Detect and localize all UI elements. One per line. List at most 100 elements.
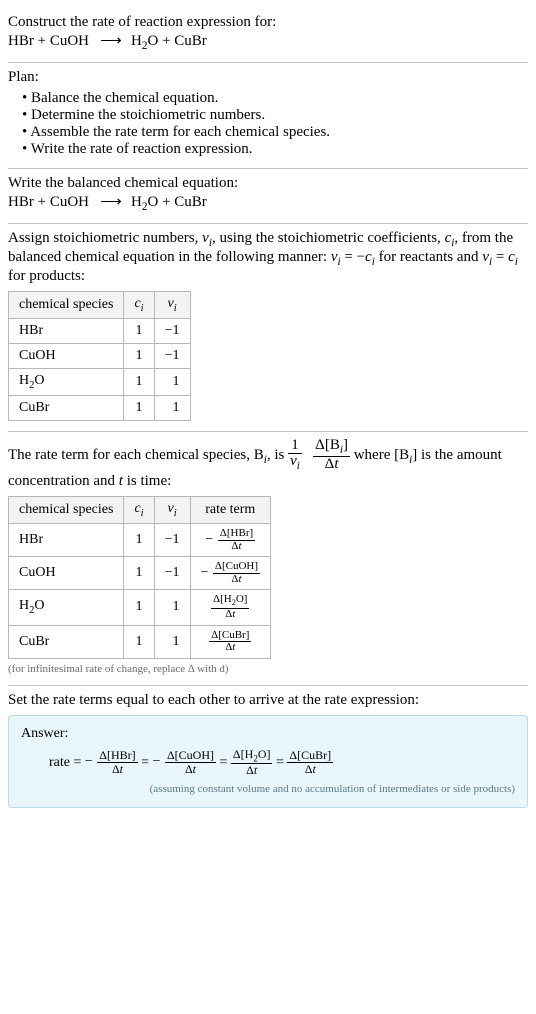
frac-1-over-vi: 1 νi [288,438,302,474]
table-row: HBr 1 −1 − Δ[HBr]Δt [9,523,271,556]
th-rate-term: rate term [190,497,271,524]
frac: Δ[HBr]Δt [218,528,255,552]
intro-rhs-b: CuBr [174,33,207,49]
table-row: H2O 1 1 Δ[H2O]Δt [9,590,271,625]
intro-prompt: Construct the rate of reaction expressio… [8,14,528,31]
arrow-icon: ⟶ [100,33,120,49]
td-vi: −1 [154,318,190,343]
bal-rhs-b: CuBr [174,194,207,210]
table-header-row: chemical species ci νi [9,292,191,319]
td-vi: −1 [154,523,190,556]
td-ci: 1 [124,523,154,556]
td-vi: −1 [154,557,190,590]
td-vi: 1 [154,395,190,420]
th-species: chemical species [9,497,124,524]
table-header-row: chemical species ci νi rate term [9,497,271,524]
td-species: HBr [9,318,124,343]
frac-dBi-dt: Δ[Bi] Δt [313,438,350,474]
frac: Δ[HBr]Δt [97,749,137,775]
plan-item: Write the rate of reaction expression. [22,141,528,158]
td-vi: 1 [154,590,190,625]
answer-note: (assuming constant volume and no accumul… [21,783,515,795]
spacer [93,33,97,49]
table-row: HBr 1 −1 [9,318,191,343]
intro-lhs-b: CuOH [50,33,89,49]
arrow-icon: ⟶ [100,194,120,210]
td-species: HBr [9,523,124,556]
td-rate-term: Δ[CuBr]Δt [190,625,271,658]
plus: + [38,194,50,210]
td-vi: −1 [154,343,190,368]
td-species: H2O [9,368,124,395]
plus: + [38,33,50,49]
td-rate-term: − Δ[CuOH]Δt [190,557,271,590]
rate-expression: rate = − Δ[HBr]Δt = − Δ[CuOH]Δt = Δ[H2O]… [21,748,515,777]
td-rate-term: Δ[H2O]Δt [190,590,271,625]
td-species: CuBr [9,395,124,420]
balanced-title: Write the balanced chemical equation: [8,175,528,192]
plan-section: Plan: Balance the chemical equation. Det… [8,63,528,168]
balanced-section: Write the balanced chemical equation: HB… [8,169,528,223]
td-vi: 1 [154,368,190,395]
table-row: CuBr 1 1 [9,395,191,420]
plus: + [162,33,174,49]
th-species: chemical species [9,292,124,319]
balanced-equation: HBr + CuOH ⟶ H2O + CuBr [8,192,528,213]
table-row: CuOH 1 −1 [9,343,191,368]
conclusion-text: Set the rate terms equal to each other t… [8,692,528,709]
plan-title: Plan: [8,69,528,86]
rate-eq-label: rate = [49,755,85,770]
plan-item: Balance the chemical equation. [22,90,528,107]
td-ci: 1 [124,318,154,343]
intro-section: Construct the rate of reaction expressio… [8,8,528,62]
assign-section: Assign stoichiometric numbers, νi, using… [8,224,528,431]
frac: Δ[H2O]Δt [231,748,273,777]
spacer [124,194,128,210]
td-ci: 1 [124,368,154,395]
td-vi: 1 [154,625,190,658]
td-species: H2O [9,590,124,625]
rate-term-text: The rate term for each chemical species,… [8,438,528,491]
table-row: CuBr 1 1 Δ[CuBr]Δt [9,625,271,658]
plan-item: Determine the stoichiometric numbers. [22,107,528,124]
td-ci: 1 [124,395,154,420]
rate-term-section: The rate term for each chemical species,… [8,432,528,685]
table2-note: (for infinitesimal rate of change, repla… [8,663,528,675]
plan-item: Assemble the rate term for each chemical… [22,124,528,141]
th-vi: νi [154,497,190,524]
td-rate-term: − Δ[HBr]Δt [190,523,271,556]
table-row: CuOH 1 −1 − Δ[CuOH]Δt [9,557,271,590]
table-row: H2O 1 1 [9,368,191,395]
td-species: CuOH [9,557,124,590]
frac: Δ[CuOH]Δt [165,749,216,775]
spacer [124,33,128,49]
td-ci: 1 [124,590,154,625]
plus: + [162,194,174,210]
bal-lhs-b: CuOH [50,194,89,210]
intro-lhs-a: HBr [8,33,34,49]
frac: Δ[CuBr]Δt [209,630,251,654]
answer-label: Answer: [21,726,515,742]
th-ci: ci [124,292,154,319]
frac: Δ[H2O]Δt [211,594,249,620]
intro-equation: HBr + CuOH ⟶ H2O + CuBr [8,31,528,52]
stoich-table-1: chemical species ci νi HBr 1 −1 CuOH 1 −… [8,291,191,421]
frac: Δ[CuOH]Δt [213,561,260,585]
th-ci: ci [124,497,154,524]
intro-rhs-a: H2O [131,33,158,49]
td-ci: 1 [124,557,154,590]
spacer [93,194,97,210]
bal-lhs-a: HBr [8,194,34,210]
assign-text: Assign stoichiometric numbers, νi, using… [8,230,528,285]
frac: Δ[CuBr]Δt [287,749,333,775]
bal-rhs-a: H2O [131,194,158,210]
th-vi: νi [154,292,190,319]
plan-list: Balance the chemical equation. Determine… [8,90,528,158]
conclusion-section: Set the rate terms equal to each other t… [8,686,528,818]
spacer [306,447,310,463]
td-species: CuBr [9,625,124,658]
td-ci: 1 [124,343,154,368]
answer-box: Answer: rate = − Δ[HBr]Δt = − Δ[CuOH]Δt … [8,715,528,808]
td-ci: 1 [124,625,154,658]
td-species: CuOH [9,343,124,368]
